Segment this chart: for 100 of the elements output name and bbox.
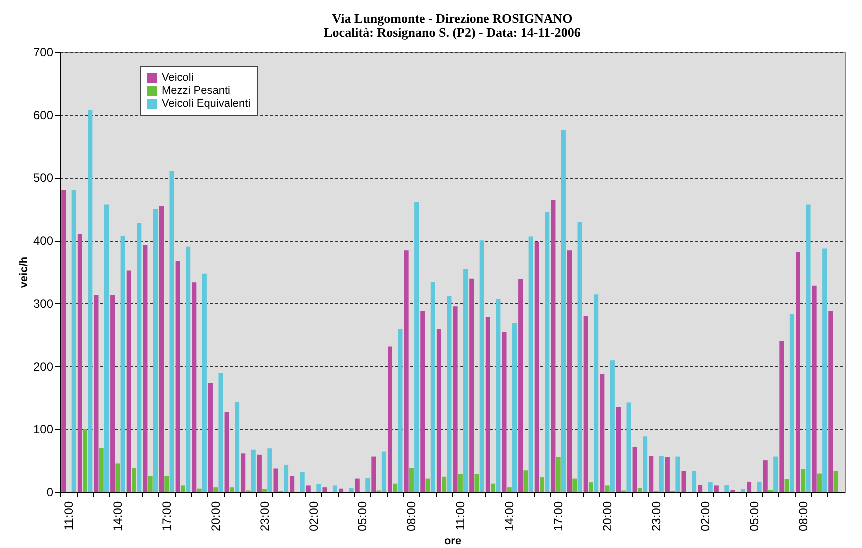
bar: [366, 478, 370, 492]
x-axis-title: ore: [444, 536, 462, 548]
y-tick-label: 100: [33, 422, 54, 437]
bar: [148, 476, 153, 492]
bar: [692, 471, 697, 492]
bar: [632, 447, 638, 492]
bar: [649, 456, 654, 492]
bar: [153, 209, 158, 492]
bar: [822, 248, 828, 492]
bar: [534, 242, 540, 492]
bar: [740, 489, 746, 492]
bar: [588, 482, 594, 492]
bar: [268, 448, 272, 492]
bar: [470, 278, 474, 492]
x-tick-label: 14:00: [502, 501, 517, 532]
x-tick-label: 17:00: [160, 501, 174, 532]
bar: [426, 478, 430, 492]
x-tick-label: 20:00: [600, 501, 615, 532]
bar: [796, 252, 801, 492]
x-tick-label: 05:00: [747, 501, 762, 532]
bar: [372, 456, 376, 492]
bar: [763, 460, 768, 492]
bar: [72, 190, 76, 492]
bar: [784, 479, 790, 492]
bar: [496, 299, 501, 492]
bar: [180, 486, 186, 492]
bar: [208, 383, 213, 492]
bar: [224, 412, 230, 492]
bar: [398, 329, 403, 492]
bar: [126, 270, 132, 492]
bar: [99, 448, 104, 492]
bar: [605, 486, 610, 492]
x-tick-label: 23:00: [650, 501, 664, 532]
bar: [659, 456, 664, 492]
x-tick-label: 08:00: [796, 501, 810, 532]
bar: [274, 468, 278, 492]
bar: [453, 306, 458, 492]
bar: [300, 472, 305, 492]
bar: [524, 470, 528, 492]
bar: [518, 280, 524, 492]
bar: [626, 402, 632, 492]
bar: [714, 486, 719, 492]
x-tick-label: 05:00: [356, 501, 370, 532]
bar: [474, 474, 480, 492]
bar: [436, 329, 442, 492]
legend-label: Mezzi Pesanti: [162, 85, 230, 97]
bar: [442, 476, 447, 492]
bar: [241, 454, 246, 492]
bar: [132, 468, 137, 492]
bar: [83, 429, 88, 492]
bar: [355, 478, 360, 492]
bar: [262, 489, 268, 492]
bar: [218, 373, 224, 492]
bar: [332, 486, 338, 492]
bar: [110, 295, 116, 492]
bar: [137, 222, 142, 492]
bar: [94, 295, 99, 492]
y-tick-label: 600: [33, 108, 54, 122]
bar: [284, 464, 289, 492]
bar: [404, 250, 409, 492]
bar: [507, 488, 512, 492]
y-axis-title: veic/h: [18, 256, 30, 288]
bar: [594, 294, 599, 492]
bar: [164, 476, 170, 492]
bar: [414, 202, 420, 492]
bar: [512, 324, 518, 492]
y-tick-label: 0: [46, 486, 54, 500]
x-tick-label: 02:00: [306, 501, 321, 532]
y-tick-label: 300: [33, 296, 54, 311]
bar: [708, 482, 713, 492]
bar: [774, 456, 778, 492]
bar: [160, 206, 164, 492]
bar: [806, 204, 811, 492]
bar: [430, 282, 436, 492]
bar: [257, 454, 262, 492]
y-tick-label: 200: [33, 360, 54, 374]
bar: [197, 488, 202, 492]
bar: [88, 110, 93, 492]
y-tick-label: 500: [33, 171, 54, 186]
legend-label: Veicoli: [162, 72, 194, 84]
bar: [290, 476, 295, 492]
bar: [235, 402, 240, 492]
x-tick-label: 11:00: [62, 501, 76, 531]
bar: [120, 236, 126, 492]
bar: [561, 130, 566, 492]
bar: [143, 244, 148, 492]
bar: [600, 374, 605, 492]
x-tick-label: 02:00: [698, 501, 712, 532]
x-tick-label: 17:00: [552, 501, 566, 532]
bar: [556, 457, 561, 492]
bar: [116, 464, 120, 492]
bar: [616, 407, 621, 492]
bar: [528, 236, 534, 492]
bar: [186, 246, 191, 492]
bar: [464, 269, 468, 492]
bar: [322, 488, 328, 492]
bar: [724, 485, 730, 492]
bar: [568, 250, 572, 492]
bar: [698, 485, 703, 492]
bar: [388, 346, 393, 492]
